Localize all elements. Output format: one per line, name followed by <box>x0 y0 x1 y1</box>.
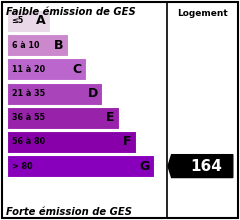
Text: F: F <box>123 135 132 149</box>
Text: A: A <box>36 14 45 28</box>
Text: 6 à 10: 6 à 10 <box>12 41 39 50</box>
Bar <box>7 10 49 32</box>
Bar <box>7 58 86 80</box>
Text: Forte émission de GES: Forte émission de GES <box>6 207 132 217</box>
Text: B: B <box>54 38 63 52</box>
Text: 21 à 35: 21 à 35 <box>12 89 45 98</box>
Text: Logement: Logement <box>177 9 228 18</box>
Bar <box>7 131 136 153</box>
Text: C: C <box>72 63 82 76</box>
Text: ≤5: ≤5 <box>12 16 24 25</box>
Text: D: D <box>88 87 98 100</box>
Bar <box>7 82 102 104</box>
Text: G: G <box>139 160 150 173</box>
Text: 56 à 80: 56 à 80 <box>12 138 45 146</box>
Bar <box>7 155 154 177</box>
Text: E: E <box>106 111 115 124</box>
Bar <box>7 107 119 129</box>
Text: > 80: > 80 <box>12 162 32 170</box>
Text: 36 à 55: 36 à 55 <box>12 113 44 122</box>
Text: 11 à 20: 11 à 20 <box>12 65 45 74</box>
Polygon shape <box>168 155 233 178</box>
Bar <box>7 34 68 56</box>
Text: Faible émission de GES: Faible émission de GES <box>6 7 136 17</box>
Text: 164: 164 <box>190 159 222 174</box>
